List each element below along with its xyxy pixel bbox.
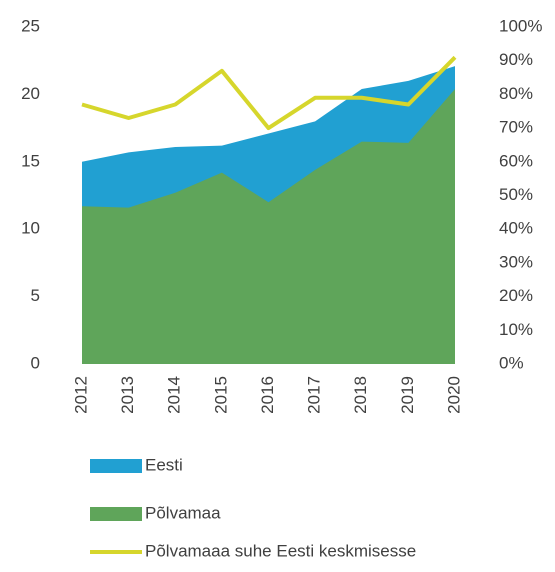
y2-tick-label: 100% xyxy=(499,16,542,35)
y2-tick-label: 90% xyxy=(499,50,533,69)
x-tick-label: 2016 xyxy=(258,376,277,414)
legend-label: Põlvamaa xyxy=(145,503,221,522)
y2-tick-label: 50% xyxy=(499,185,533,204)
legend-label: Eesti xyxy=(145,455,183,474)
y2-tick-label: 80% xyxy=(499,84,533,103)
y-tick-label: 0 xyxy=(31,353,40,372)
x-tick-label: 2018 xyxy=(351,376,370,414)
line xyxy=(81,55,457,131)
legend-swatch xyxy=(90,507,142,521)
y2-tick-label: 30% xyxy=(499,252,533,271)
legend-label: Põlvamaaa suhe Eesti keskmisesse xyxy=(145,541,416,560)
x-tick-label: 2017 xyxy=(305,376,324,414)
y-tick-label: 25 xyxy=(21,16,40,35)
y2-tick-label: 40% xyxy=(499,219,533,238)
y2-tick-label: 60% xyxy=(499,151,533,170)
x-tick-label: 2015 xyxy=(211,376,230,414)
y-tick-label: 10 xyxy=(21,219,40,238)
area xyxy=(82,89,455,365)
x-tick-label: 2019 xyxy=(398,376,417,414)
y-tick-label: 15 xyxy=(21,151,40,170)
y2-tick-label: 70% xyxy=(499,118,533,137)
x-tick-label: 2020 xyxy=(444,376,463,414)
y2-tick-label: 10% xyxy=(499,320,533,339)
x-tick-label: 2013 xyxy=(118,376,137,414)
y-tick-label: 20 xyxy=(21,84,40,103)
x-tick-label: 2014 xyxy=(165,376,184,414)
x-tick-label: 2012 xyxy=(71,376,90,414)
legend-swatch xyxy=(90,459,142,473)
y2-tick-label: 0% xyxy=(499,353,524,372)
y2-tick-label: 20% xyxy=(499,286,533,305)
y-tick-label: 5 xyxy=(31,286,40,305)
